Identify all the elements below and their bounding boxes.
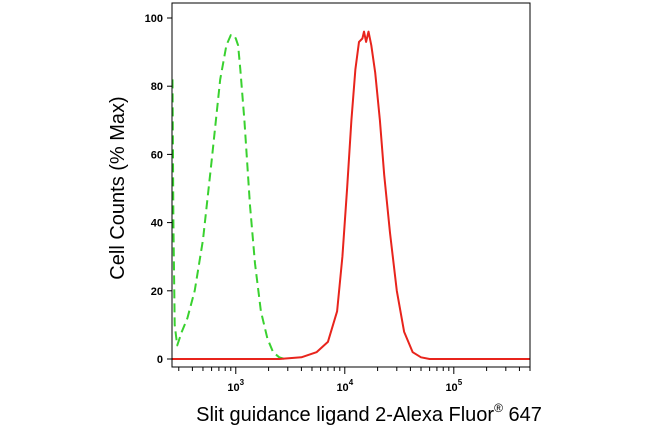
x-tick-label: 104 xyxy=(336,378,353,394)
axes-layer: 0 20 40 60 80 100 103 104 105 xyxy=(145,2,531,394)
y-tick-label: 80 xyxy=(151,81,163,93)
y-tick-label: 0 xyxy=(157,354,163,366)
y-tick-label: 40 xyxy=(151,218,163,230)
x-axis-title-main: Slit guidance ligand 2-Alexa Fluor xyxy=(196,404,494,426)
x-tick-label: 103 xyxy=(227,378,244,394)
series-line-sample xyxy=(172,30,530,360)
series-line-control xyxy=(171,34,285,360)
x-tick-label: 105 xyxy=(445,378,462,394)
series-layer xyxy=(171,30,530,360)
y-tick-label: 60 xyxy=(151,149,163,161)
x-axis-title: Slit guidance ligand 2-Alexa Fluor® 647 xyxy=(196,401,542,426)
plot-frame xyxy=(171,2,531,368)
x-axis-title-superscript: ® xyxy=(494,401,503,415)
y-tick-label: 20 xyxy=(151,286,163,298)
y-axis-title: Cell Counts (% Max) xyxy=(107,96,129,279)
y-tick-label: 100 xyxy=(145,13,163,25)
x-axis-title-suffix: 647 xyxy=(503,404,542,426)
